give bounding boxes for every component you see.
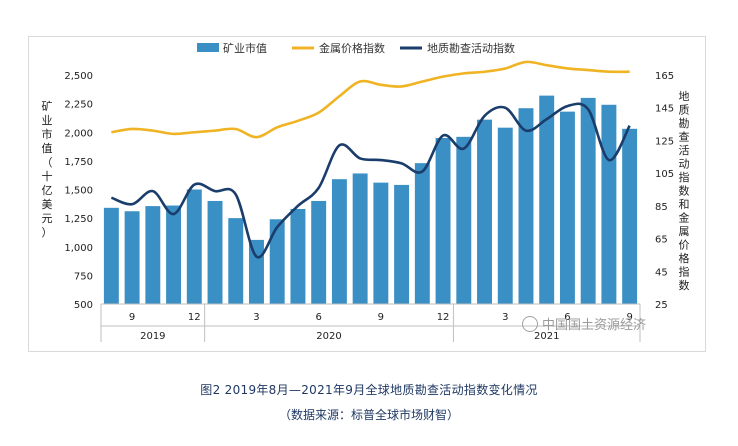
- left-tick-label: 2,250: [64, 100, 93, 111]
- x-tick-label: 12: [188, 312, 201, 323]
- x-tick-label: 3: [253, 312, 259, 323]
- wechat-icon: [522, 315, 538, 332]
- market-cap-bar: [331, 179, 347, 304]
- x-axis: 9 12 3 6 9 12 3 6 9 2019 2020 2021: [100, 303, 641, 342]
- market-cap-bar: [477, 119, 492, 304]
- line-series: [110, 60, 631, 259]
- market-cap-bar: [228, 218, 244, 304]
- right-tick-label: 125: [655, 136, 674, 147]
- market-cap-bar: [622, 128, 638, 304]
- right-tick-label: 25: [655, 300, 668, 311]
- figure-source: （数据来源：标普全球市场财智）: [278, 408, 459, 422]
- right-tick-label: 85: [655, 202, 668, 213]
- legend-label-metal-price: 金属价格指数: [319, 41, 385, 55]
- market-cap-bar: [456, 136, 472, 304]
- left-tick-label: 2,000: [64, 128, 93, 139]
- left-axis-title-text: 矿业市值（十亿美元）: [42, 100, 53, 239]
- market-cap-bar: [186, 189, 202, 304]
- x-tick-label: 9: [626, 312, 632, 323]
- figure-caption: 图2 2019年8月—2021年9月全球地质勘查活动指数变化情况: [200, 383, 538, 397]
- market-cap-bar: [124, 211, 140, 304]
- market-cap-bar: [518, 108, 534, 304]
- market-cap-bar: [601, 104, 617, 305]
- x-tick-label: 6: [315, 312, 321, 323]
- right-axis: 25 45 65 85 105 125 145 165: [655, 71, 674, 311]
- left-axis: 500 750 1,000 1,250 1,500 1,750 2,000 2,250 2,50…: [64, 71, 93, 311]
- right-axis-title-text: 地质勘查活动指数和金属价格指数: [679, 90, 690, 292]
- x-tick-label: 9: [378, 312, 384, 323]
- year-label: 2020: [316, 331, 341, 342]
- left-tick-label: 1,500: [64, 186, 93, 197]
- market-cap-bar: [145, 206, 161, 304]
- market-cap-bar: [435, 137, 451, 304]
- left-axis-title: 矿业市值（十亿美元）: [42, 100, 53, 239]
- left-tick-label: 750: [74, 271, 93, 282]
- right-tick-label: 145: [655, 104, 674, 115]
- exploration-index-line: [110, 102, 631, 259]
- market-cap-bar: [103, 207, 119, 304]
- legend-label-exploration: 地质勘查活动指数: [427, 41, 515, 55]
- x-tick-label: 12: [437, 312, 450, 323]
- left-tick-label: 1,750: [64, 157, 93, 168]
- right-tick-label: 165: [655, 71, 674, 82]
- market-cap-bar: [207, 200, 223, 304]
- right-tick-label: 45: [655, 267, 668, 278]
- x-tick-label: 3: [502, 312, 508, 323]
- left-tick-label: 1,000: [64, 243, 93, 254]
- right-axis-title: 地质勘查活动指数和金属价格指数: [679, 90, 690, 292]
- market-cap-bar: [580, 97, 596, 305]
- x-tick-label: 9: [129, 312, 135, 323]
- legend-swatch-market-cap: [197, 43, 219, 52]
- left-tick-label: 500: [74, 300, 93, 311]
- year-label: 2021: [534, 331, 559, 342]
- market-cap-bar: [497, 127, 513, 304]
- right-tick-label: 65: [655, 235, 668, 246]
- watermark: 中国国土资源经济: [522, 314, 646, 333]
- left-tick-label: 1,250: [64, 214, 93, 225]
- market-cap-bar: [249, 239, 264, 304]
- right-tick-label: 105: [655, 169, 674, 180]
- left-tick-label: 2,500: [64, 71, 93, 82]
- market-cap-bar: [269, 219, 285, 304]
- market-cap-bar: [373, 182, 389, 304]
- chart-legend: 矿业市值 金属价格指数 地质勘查活动指数: [197, 41, 515, 55]
- market-cap-bar: [166, 205, 182, 304]
- market-cap-bar: [311, 200, 327, 304]
- market-cap-bar: [539, 95, 555, 304]
- market-cap-bar: [414, 163, 430, 304]
- year-label: 2019: [140, 331, 165, 342]
- legend-label-market-cap: 矿业市值: [223, 41, 267, 55]
- market-cap-bar: [352, 173, 368, 304]
- x-tick-label: 6: [564, 312, 570, 323]
- metal-price-line: [111, 60, 630, 139]
- watermark-text: 中国国土资源经济: [542, 318, 647, 333]
- market-cap-bar: [290, 208, 306, 304]
- market-cap-bar: [559, 111, 575, 304]
- market-cap-bar: [394, 184, 410, 304]
